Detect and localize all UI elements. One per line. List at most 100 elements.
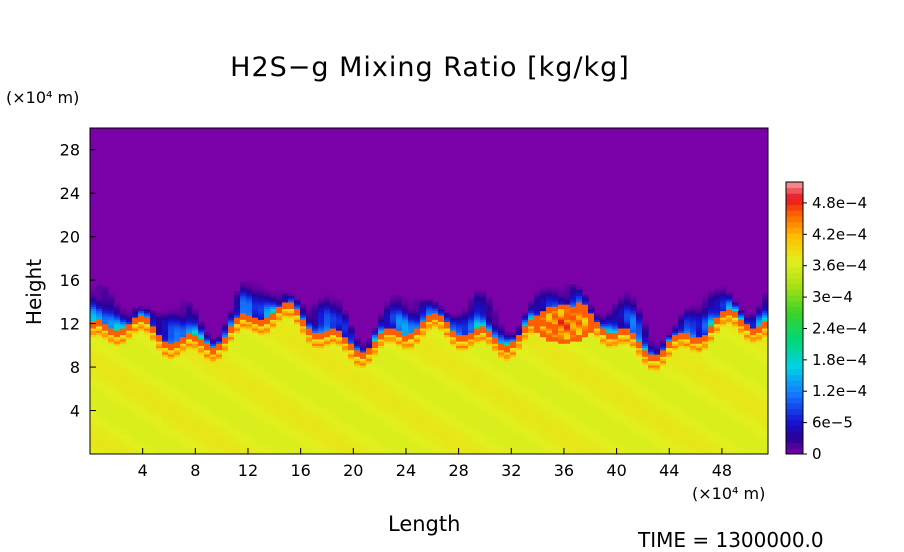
heatmap-cell (144, 364, 151, 368)
heatmap-cell (468, 408, 475, 412)
heatmap-cell (102, 386, 109, 390)
heatmap-cell (126, 360, 133, 364)
heatmap-cell (300, 401, 307, 405)
heatmap-cell (108, 406, 115, 409)
heatmap-cell (246, 440, 253, 444)
heatmap-cell (654, 449, 661, 453)
heatmap-cell (690, 434, 697, 438)
heatmap-cell (234, 382, 241, 386)
heatmap-cell (240, 384, 247, 388)
heatmap-cell (312, 390, 319, 394)
heatmap-cell (762, 369, 768, 373)
heatmap-cell (426, 362, 433, 366)
heatmap-cell (246, 430, 253, 433)
heatmap-cell (600, 380, 607, 383)
heatmap-cell (324, 419, 331, 422)
heatmap-cell (396, 419, 403, 422)
heatmap-cell (684, 375, 691, 379)
heatmap-cell (420, 430, 427, 433)
heatmap-cell (540, 397, 547, 401)
heatmap-cell (150, 380, 157, 383)
heatmap-cell (306, 412, 313, 416)
heatmap-cell (468, 362, 475, 366)
heatmap-cell (348, 419, 355, 422)
heatmap-cell (294, 364, 301, 368)
heatmap-cell (450, 397, 457, 401)
heatmap-cell (504, 386, 511, 390)
heatmap-cell (120, 427, 127, 431)
heatmap-cell (426, 382, 433, 386)
heatmap-cell (690, 358, 697, 362)
heatmap-cell (126, 449, 133, 453)
heatmap-cell (186, 369, 193, 373)
heatmap-cell (708, 404, 715, 407)
heatmap-cell (624, 373, 631, 377)
heatmap-cell (216, 425, 223, 429)
heatmap-cell (432, 434, 439, 438)
heatmap-cell (108, 438, 115, 442)
heatmap-cell (438, 412, 445, 416)
heatmap-cell (348, 371, 355, 375)
heatmap-cell (96, 360, 103, 364)
heatmap-cell (672, 377, 679, 381)
heatmap-cell (300, 371, 307, 375)
heatmap-cell (342, 404, 349, 407)
heatmap-cell (480, 421, 487, 425)
heatmap-cell (222, 375, 229, 379)
heatmap-cell (144, 371, 151, 375)
heatmap-cell (192, 393, 199, 396)
heatmap-cell (210, 360, 217, 364)
heatmap-cell (336, 360, 343, 364)
heatmap-cell (372, 375, 379, 379)
heatmap-cell (714, 395, 721, 399)
heatmap-cell (438, 440, 445, 444)
heatmap-cell (114, 414, 121, 418)
heatmap-cell (588, 436, 595, 440)
heatmap-cell (216, 419, 223, 422)
heatmap-cell (702, 449, 709, 453)
heatmap-cell (318, 377, 325, 381)
heatmap-cell (660, 430, 667, 433)
heatmap-cell (354, 423, 361, 427)
heatmap-cell (564, 425, 571, 429)
heatmap-cell (732, 358, 739, 362)
heatmap-cell (432, 371, 439, 375)
heatmap-cell (660, 414, 667, 418)
heatmap-cell (150, 408, 157, 412)
heatmap-cell (276, 371, 283, 375)
heatmap-cell (450, 406, 457, 409)
heatmap-cell (510, 397, 517, 401)
heatmap-cell (216, 404, 223, 407)
heatmap-cell (540, 430, 547, 433)
heatmap-cell (138, 367, 145, 370)
heatmap-cell (216, 384, 223, 388)
heatmap-cell (126, 369, 133, 373)
heatmap-cell (258, 421, 265, 425)
heatmap-cell (180, 401, 187, 405)
heatmap-cell (258, 382, 265, 386)
heatmap-cell (762, 399, 768, 403)
heatmap-cell (714, 408, 721, 412)
heatmap-cell (516, 390, 523, 394)
heatmap-cell (120, 408, 127, 412)
heatmap-cell (360, 445, 367, 449)
heatmap-cell (510, 395, 517, 399)
heatmap-cell (480, 406, 487, 409)
heatmap-cell (102, 417, 109, 420)
heatmap-cell (162, 451, 169, 454)
heatmap-cell (636, 375, 643, 379)
heatmap-cell (564, 423, 571, 427)
heatmap-cell (672, 419, 679, 422)
heatmap-cell (324, 417, 331, 420)
heatmap-cell (672, 445, 679, 449)
heatmap-cell (330, 427, 337, 431)
heatmap-cell (486, 375, 493, 379)
heatmap-cell (594, 427, 601, 431)
heatmap-cell (306, 373, 313, 377)
heatmap-cell (600, 375, 607, 379)
heatmap-cell (444, 393, 451, 396)
heatmap-cell (186, 419, 193, 422)
heatmap-cell (156, 436, 163, 440)
heatmap-cell (726, 399, 733, 403)
heatmap-cell (528, 434, 535, 438)
